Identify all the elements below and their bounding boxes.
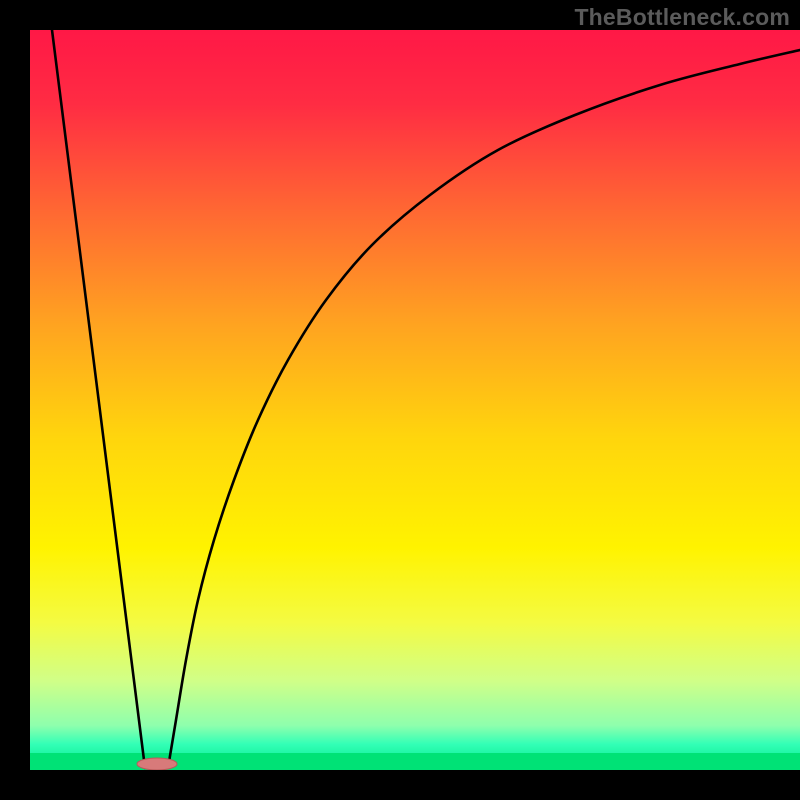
chart-container: { "watermark": { "text": "TheBottleneck.…: [0, 0, 800, 800]
watermark-text: TheBottleneck.com: [574, 4, 790, 31]
bottleneck-chart: [0, 0, 800, 800]
optimal-marker: [137, 758, 177, 770]
gradient-background: [30, 30, 800, 770]
